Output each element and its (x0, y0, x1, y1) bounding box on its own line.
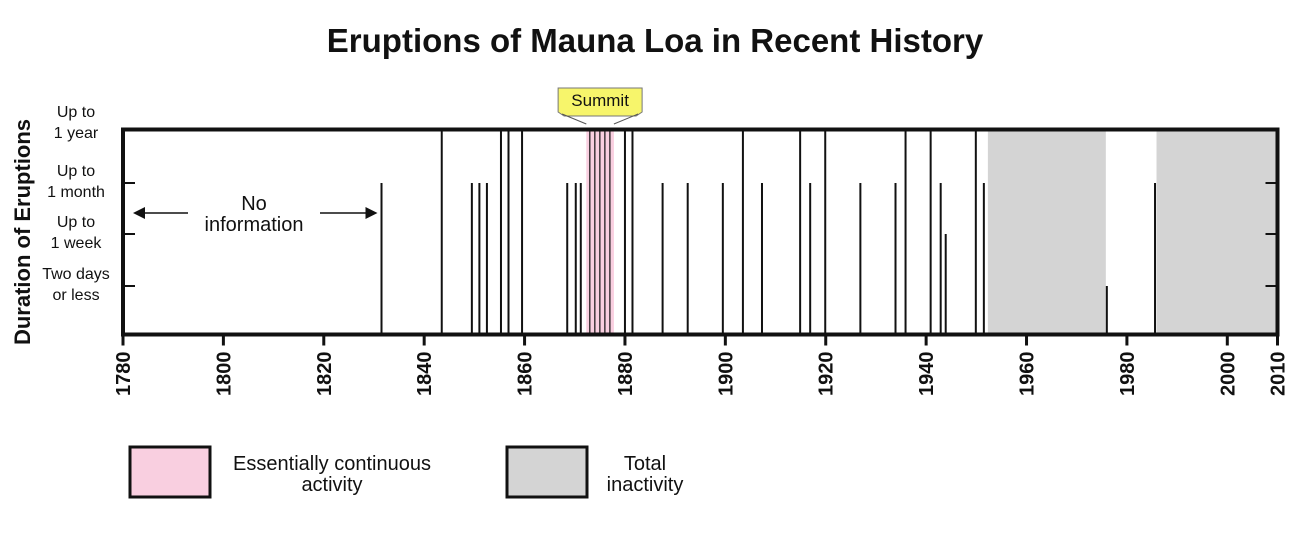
y-tick-label: 1 month (47, 184, 105, 201)
y-axis-title: Duration of Eruptions (10, 119, 35, 345)
x-tick-label: 1960 (1017, 352, 1039, 397)
y-tick-label: 1 week (51, 235, 103, 252)
no-info-label-line1: No (241, 193, 267, 215)
x-tick-label: 1800 (213, 352, 235, 397)
x-tick-label: 1820 (314, 352, 336, 397)
y-tick-label: Up to (57, 104, 95, 121)
y-tick-label: Two days (42, 266, 110, 283)
legend-label-continuous-line1: Essentially continuous (233, 453, 431, 475)
x-tick-label: 1860 (515, 352, 537, 397)
summit-leader-left (561, 113, 587, 125)
legend-label-inactivity-line2: inactivity (607, 474, 684, 496)
y-tick-label: Up to (57, 214, 95, 231)
inactivity-region (1156, 129, 1278, 335)
x-tick-label: 1780 (113, 352, 135, 397)
x-tick-label: 2010 (1268, 352, 1290, 397)
legend: Essentially continuous activity Total in… (128, 445, 684, 499)
legend-label-inactivity-line1: Total (624, 453, 666, 475)
eruption-bars (380, 129, 1157, 335)
y-tick-label: Up to (57, 163, 95, 180)
x-tick-label: 2000 (1217, 352, 1239, 397)
legend-label-continuous-line2: activity (301, 474, 362, 496)
plot-frame (121, 127, 1280, 337)
y-axis: Two days or less Up to 1 week Up to 1 month Up… (42, 104, 1278, 304)
x-tick-label: 1980 (1117, 352, 1139, 397)
x-tick-label: 1880 (615, 352, 637, 397)
legend-swatch-inactivity (505, 445, 589, 499)
x-tick-label: 1920 (816, 352, 838, 397)
y-tick-label: 1 year (54, 125, 99, 142)
no-information-annotation: No information (133, 193, 378, 236)
summit-callout: Summit (557, 87, 643, 125)
summit-label-box (557, 87, 643, 117)
left-arrow-head (133, 207, 145, 219)
chart-title: Eruptions of Mauna Loa in Recent History (327, 22, 984, 59)
summit-leader-right (613, 113, 639, 125)
x-tick-label: 1900 (715, 352, 737, 397)
x-tick-label: 1940 (916, 352, 938, 397)
y-tick-label: or less (52, 287, 99, 304)
x-axis: 1780 1800 1820 1840 1860 1880 1900 1920 1940 1960… (113, 334, 1290, 397)
inactivity-region (987, 129, 1106, 335)
right-arrow-head (365, 207, 378, 219)
no-info-label-line2: information (205, 214, 304, 236)
shaded-periods (586, 129, 1278, 335)
summit-label: Summit (571, 91, 629, 110)
x-tick-label: 1840 (414, 352, 436, 397)
legend-swatch-continuous (128, 445, 212, 499)
